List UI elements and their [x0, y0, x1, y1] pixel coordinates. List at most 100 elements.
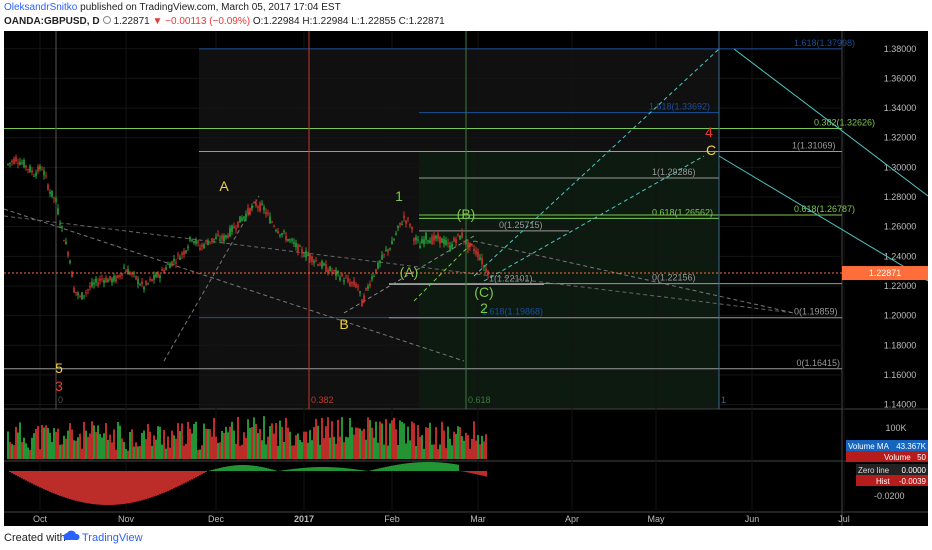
candle-body	[219, 239, 221, 241]
candle-body	[403, 215, 405, 218]
candle-body	[201, 244, 203, 247]
hist-value: -0.0039	[899, 477, 927, 486]
fib-level-label: 1.618(1.37998)	[794, 38, 855, 48]
macd-hist-bar	[325, 467, 327, 471]
wave-label: A	[219, 178, 229, 194]
macd-hist-bar	[403, 463, 405, 471]
candle-body	[61, 226, 63, 229]
volume-bar	[195, 421, 197, 459]
volume-bar	[333, 436, 335, 459]
volume-bar	[67, 430, 69, 459]
volume-bar	[403, 423, 405, 459]
macd-hist-bar	[213, 469, 215, 471]
macd-hist-bar	[319, 467, 321, 471]
hist-label: Hist	[876, 477, 891, 486]
candle-body	[321, 261, 323, 268]
volume-bar	[449, 438, 451, 459]
candle-body	[107, 279, 109, 283]
wave-label: B	[339, 316, 348, 332]
volume-bar	[293, 445, 295, 459]
macd-hist-bar	[93, 471, 95, 505]
candle-body	[205, 240, 207, 242]
macd-hist-bar	[167, 471, 169, 491]
volume-bar	[199, 449, 201, 459]
price-chart[interactable]: 1.38000 1.36000 1.34000 1.32000 1.30000 1.280…	[4, 31, 928, 526]
volume-bar	[117, 421, 119, 459]
macd-hist-bar	[375, 469, 377, 471]
volume-bar	[385, 419, 387, 459]
macd-hist-bar	[387, 466, 389, 471]
volume-bar	[57, 428, 59, 459]
volume-bar	[427, 427, 429, 459]
macd-hist-bar	[35, 471, 37, 486]
candle-body	[451, 243, 453, 248]
macd-hist-bar	[229, 465, 231, 471]
macd-hist-bar	[117, 471, 119, 505]
candle-body	[169, 263, 171, 269]
macd-hist-bar	[345, 468, 347, 471]
volume-bar	[353, 434, 355, 459]
macd-hist-bar	[201, 471, 203, 475]
volume-bar	[83, 421, 85, 459]
macd-hist-bar	[33, 471, 35, 485]
candle-body	[141, 281, 143, 285]
volume-bar	[131, 429, 133, 459]
author-name[interactable]: OleksandrSnitko	[4, 2, 78, 13]
volume-bar	[115, 449, 117, 459]
candle-body	[99, 278, 101, 282]
volume-bar	[251, 427, 253, 459]
volume-bar	[323, 438, 325, 459]
volume-bar	[39, 449, 41, 459]
candle-body	[49, 192, 51, 194]
time-tick-label: Mar	[470, 514, 486, 524]
volume-bar	[309, 430, 311, 459]
macd-hist-bar	[241, 465, 243, 471]
volume-bar	[331, 421, 333, 459]
fib-level-label: 0.618(1.26562)	[652, 207, 713, 217]
wave-label: 5	[55, 360, 63, 376]
volume-bar	[439, 444, 441, 459]
zero-line-badge	[856, 464, 928, 475]
volume-bar	[285, 417, 287, 459]
macd-hist-bar	[95, 471, 97, 505]
macd-hist-bar	[299, 468, 301, 471]
candle-body	[343, 280, 345, 282]
volume-bar	[239, 445, 241, 459]
candle-body	[281, 233, 283, 235]
candle-body	[365, 287, 367, 290]
volume-bar	[69, 423, 71, 459]
trend-line	[413, 240, 475, 302]
candle-body	[481, 257, 483, 265]
candle-body	[189, 236, 191, 241]
volume-bar	[393, 417, 395, 459]
volume-bar	[363, 428, 365, 459]
projection-zone-green	[419, 151, 719, 409]
candle-body	[275, 229, 277, 231]
macd-hist-bar	[81, 471, 83, 503]
volume-bar	[397, 444, 399, 459]
volume-bar	[55, 431, 57, 459]
volume-bar	[479, 444, 481, 459]
macd-hist-bar	[321, 467, 323, 471]
volume-bar	[173, 435, 175, 459]
candle-body	[179, 257, 181, 260]
candle-body	[181, 252, 183, 255]
macd-hist-bar	[469, 471, 471, 473]
volume-bar	[107, 439, 109, 459]
macd-hist-bar	[97, 471, 99, 505]
fib-level-label: 1.618(1.19868)	[482, 307, 543, 317]
candle-body	[235, 228, 237, 230]
volume-bar	[227, 432, 229, 459]
macd-hist-bar	[91, 471, 93, 504]
volume-bar	[355, 427, 357, 459]
macd-hist-bar	[423, 462, 425, 471]
candle-body	[25, 165, 27, 168]
macd-hist-bar	[61, 471, 63, 497]
zero-line-value: 0.0000	[902, 466, 927, 475]
macd-hist-bar	[165, 471, 167, 492]
volume-axis-label: 100K	[885, 423, 906, 433]
candle-body	[31, 170, 33, 173]
macd-hist-bar	[295, 468, 297, 471]
volume-bar	[229, 426, 231, 459]
tradingview-brand[interactable]: TradingView	[82, 532, 143, 544]
